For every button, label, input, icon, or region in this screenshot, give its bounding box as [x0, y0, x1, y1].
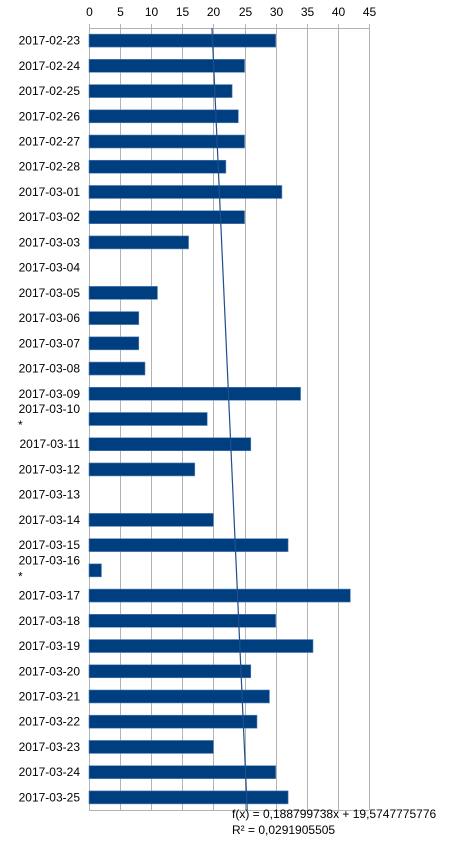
trendline-r-squared: R² = 0,0291905505	[232, 823, 335, 837]
bar	[88, 588, 351, 603]
bar	[88, 336, 140, 351]
category-label: 2017-03-06	[19, 311, 81, 325]
category-label: 2017-03-15	[19, 538, 81, 552]
bar	[88, 437, 252, 452]
x-tick-label: 10	[145, 5, 159, 19]
x-tick-label: 20	[207, 5, 221, 19]
category-label: 2017-03-22	[19, 715, 81, 729]
category-label: 2017-03-12	[19, 462, 81, 476]
bar	[88, 159, 227, 174]
category-label: 2017-02-25	[19, 84, 81, 98]
grid-lines	[89, 24, 370, 810]
bar	[88, 412, 208, 426]
bar	[88, 740, 214, 754]
category-label: 2017-03-03	[19, 235, 81, 249]
bar	[88, 286, 158, 300]
category-label: 2017-03-23	[19, 740, 81, 754]
bar	[88, 185, 283, 199]
category-label: 2017-03-17	[19, 589, 81, 603]
category-label: 2017-03-21	[19, 689, 81, 703]
category-labels: 2017-02-23 2017-02-24 2017-02-25 2017-02-26…	[18, 34, 80, 805]
bar	[88, 361, 146, 376]
bar	[88, 84, 233, 98]
bar	[88, 134, 245, 149]
trendline-equation: f(x) = 0,188799738x + 19,5747775776	[232, 807, 436, 821]
category-label: 2017-03-24	[19, 765, 81, 779]
trendline-line	[211, 27, 248, 811]
category-label: 2017-03-25	[19, 790, 81, 804]
category-label: 2017-03-02	[19, 210, 81, 224]
x-tick-label: 40	[332, 5, 346, 19]
x-tick-label: 15	[176, 5, 190, 19]
category-label: 2017-02-23	[19, 34, 81, 48]
bar	[88, 714, 258, 729]
category-label: 2017-03-01	[19, 185, 81, 199]
bar	[88, 235, 189, 250]
category-label: 2017-02-27	[19, 135, 81, 149]
category-label: 2017-03-07	[19, 336, 81, 350]
bar	[88, 59, 245, 73]
bar	[88, 311, 140, 325]
trendline	[211, 27, 248, 811]
category-label: 2017-03-14	[19, 513, 81, 527]
category-label: 2017-03-08	[19, 362, 81, 376]
bar	[88, 765, 276, 779]
x-tick-label: 5	[117, 5, 124, 19]
category-label-note: *	[18, 569, 23, 583]
category-label: 2017-02-26	[19, 109, 81, 123]
x-tick-label: 35	[301, 5, 315, 19]
x-tick-label: 30	[270, 5, 284, 19]
bar	[88, 563, 102, 578]
category-label: 2017-03-13	[19, 488, 81, 502]
category-label: 2017-03-11	[20, 437, 81, 451]
x-tick-label: 25	[239, 5, 253, 19]
bar	[88, 614, 276, 628]
bar	[88, 33, 276, 48]
bar	[88, 790, 289, 805]
bar	[88, 386, 301, 401]
bar	[88, 689, 270, 704]
category-label: 2017-03-20	[19, 664, 81, 678]
bar	[88, 210, 245, 224]
category-label: 2017-03-09	[19, 387, 81, 401]
category-label: 2017-03-10	[19, 402, 81, 416]
category-label: 2017-02-24	[19, 59, 81, 73]
bars	[88, 33, 351, 805]
category-label: 2017-03-19	[19, 639, 81, 653]
x-axis: 0 5 10 15 20 25 30 35 40 45	[86, 5, 376, 811]
category-label: 2017-03-18	[19, 614, 81, 628]
bar	[88, 639, 314, 653]
category-label-note: *	[18, 418, 23, 432]
category-label: 2017-02-28	[19, 160, 81, 174]
bar	[88, 109, 239, 124]
x-tick-label: 45	[363, 5, 377, 19]
category-label: 2017-03-04	[19, 261, 81, 275]
category-label: 2017-03-16	[19, 553, 81, 567]
x-tick-label: 0	[86, 5, 93, 19]
bar	[88, 538, 289, 552]
bar	[88, 664, 252, 679]
category-label: 2017-03-05	[19, 286, 81, 300]
bar	[88, 462, 196, 477]
bar	[88, 513, 214, 527]
